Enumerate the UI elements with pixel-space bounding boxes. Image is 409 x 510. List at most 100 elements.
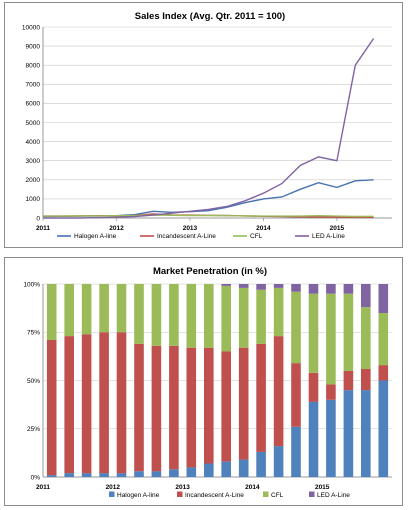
series-line-led-a-line — [43, 38, 375, 219]
x-tick-label: 2015 — [315, 484, 330, 491]
bar-segment-halogen-a-line — [46, 475, 57, 477]
y-tick-label: 10000 — [22, 24, 40, 31]
bar-segment-led-a-line — [291, 284, 301, 292]
legend-label: CFL — [250, 233, 263, 240]
bar-segment-incandescent-a-line — [308, 372, 319, 402]
bar-segment-halogen-a-line — [134, 471, 144, 477]
legend-label: Halogen A-line — [74, 233, 117, 240]
x-tick-label: 2014 — [256, 225, 271, 232]
legend-label: CFL — [271, 492, 284, 499]
bar-segment-cfl — [116, 284, 127, 333]
bar-segment-incandescent-a-line — [169, 345, 179, 470]
bar-segment-incandescent-a-line — [99, 332, 109, 474]
bar-segment-cfl — [186, 284, 197, 348]
bar-segment-incandescent-a-line — [204, 347, 214, 464]
legend-swatch — [177, 491, 183, 497]
bar-segment-incandescent-a-line — [238, 347, 249, 460]
y-tick-label: 5000 — [26, 120, 41, 127]
bar-segment-halogen-a-line — [151, 471, 162, 477]
y-tick-label: 75% — [27, 330, 40, 337]
bar-segment-incandescent-a-line — [116, 332, 127, 474]
legend-label: Incandescent A-Line — [185, 492, 244, 499]
bar-segment-halogen-a-line — [343, 390, 354, 477]
bar-segment-incandescent-a-line — [343, 370, 354, 391]
bar-segment-led-a-line — [326, 284, 336, 294]
bar-segment-cfl — [64, 284, 74, 337]
bar-segment-cfl — [343, 293, 354, 371]
x-tick-label: 2015 — [330, 225, 345, 232]
y-tick-label: 2000 — [26, 177, 41, 184]
y-tick-label: 25% — [27, 426, 40, 433]
x-tick-label: 2011 — [36, 225, 50, 232]
legend-swatch — [263, 491, 269, 497]
bar-segment-led-a-line — [221, 284, 231, 286]
bar-segment-halogen-a-line — [326, 399, 336, 477]
bar-segment-halogen-a-line — [116, 473, 127, 477]
legend-swatch — [109, 491, 115, 497]
x-tick-label: 2012 — [106, 484, 121, 491]
bar-segment-halogen-a-line — [378, 380, 389, 477]
bar-segment-led-a-line — [343, 284, 354, 294]
sales-index-title: Sales Index (Avg. Qtr. 2011 = 100) — [135, 11, 285, 22]
legend-label: LED A-Line — [312, 233, 345, 240]
market-penetration-chart: Market Penetration (in %) 0% 25% 50% 75% 100… — [4, 257, 403, 506]
bar-segment-incandescent-a-line — [273, 336, 284, 447]
y-tick-label: 3000 — [26, 158, 41, 165]
x-tick-label: 2013 — [183, 225, 198, 232]
series-line-cfl — [43, 214, 374, 218]
bar-segment-halogen-a-line — [273, 446, 284, 477]
bar-segment-cfl — [221, 285, 231, 352]
bar-segment-incandescent-a-line — [134, 343, 144, 472]
bar-segment-led-a-line — [378, 284, 389, 313]
bar-segment-cfl — [378, 313, 389, 366]
bar-segment-halogen-a-line — [291, 426, 301, 477]
y-tick-label: 100% — [23, 281, 40, 288]
bar-segment-cfl — [256, 289, 266, 344]
x-tick-label: 2012 — [109, 225, 124, 232]
bar-segment-incandescent-a-line — [151, 345, 162, 472]
y-tick-label: 7000 — [26, 82, 41, 89]
legend-swatch — [309, 491, 315, 497]
bar-segment-cfl — [291, 291, 301, 364]
series-line-halogen-a-line — [42, 179, 374, 218]
x-tick-label: 2013 — [175, 484, 190, 491]
bar-segment-halogen-a-line — [169, 469, 179, 477]
bar-segment-led-a-line — [273, 284, 284, 288]
bar-segment-incandescent-a-line — [256, 343, 266, 452]
legend-label: Incandescent A-Line — [157, 233, 216, 240]
market-penetration-title: Market Penetration (in %) — [153, 266, 267, 277]
sales-index-svg: Sales Index (Avg. Qtr. 2011 = 100) 0 1000… — [22, 11, 392, 240]
y-tick-label: 4000 — [26, 139, 41, 146]
bar-segment-halogen-a-line — [186, 467, 197, 477]
y-tick-label: 0% — [31, 474, 41, 481]
bar-segment-halogen-a-line — [256, 451, 266, 477]
bar-segment-halogen-a-line — [64, 473, 74, 477]
bar-segment-cfl — [273, 287, 284, 337]
bar-segment-halogen-a-line — [361, 390, 371, 477]
bar-segment-incandescent-a-line — [81, 334, 92, 474]
bar-segment-halogen-a-line — [308, 401, 319, 477]
bar-segment-halogen-a-line — [81, 473, 92, 477]
bar-segment-cfl — [169, 284, 179, 346]
x-tick-label: 2014 — [245, 484, 260, 491]
bar-segment-led-a-line — [256, 284, 266, 290]
bar-segment-cfl — [99, 284, 109, 333]
bar-segment-cfl — [308, 293, 319, 373]
y-tick-label: 6000 — [26, 101, 41, 108]
x-tick-label: 2011 — [36, 484, 50, 491]
bar-segment-incandescent-a-line — [221, 351, 231, 462]
y-tick-label: 50% — [27, 378, 40, 385]
bar-segment-incandescent-a-line — [326, 384, 336, 400]
bar-segment-incandescent-a-line — [378, 365, 389, 381]
bar-segment-cfl — [361, 307, 371, 369]
bar-segment-cfl — [238, 287, 249, 348]
bar-segment-incandescent-a-line — [361, 368, 371, 391]
bar-segment-incandescent-a-line — [291, 363, 301, 427]
legend-label: LED A-Line — [317, 492, 350, 499]
bar-segment-led-a-line — [308, 284, 319, 294]
bar-segment-halogen-a-line — [238, 459, 249, 477]
y-tick-label: 0 — [36, 215, 40, 222]
bar-segment-led-a-line — [238, 284, 249, 288]
bar-segment-halogen-a-line — [221, 461, 231, 477]
bar-segment-halogen-a-line — [99, 473, 109, 477]
